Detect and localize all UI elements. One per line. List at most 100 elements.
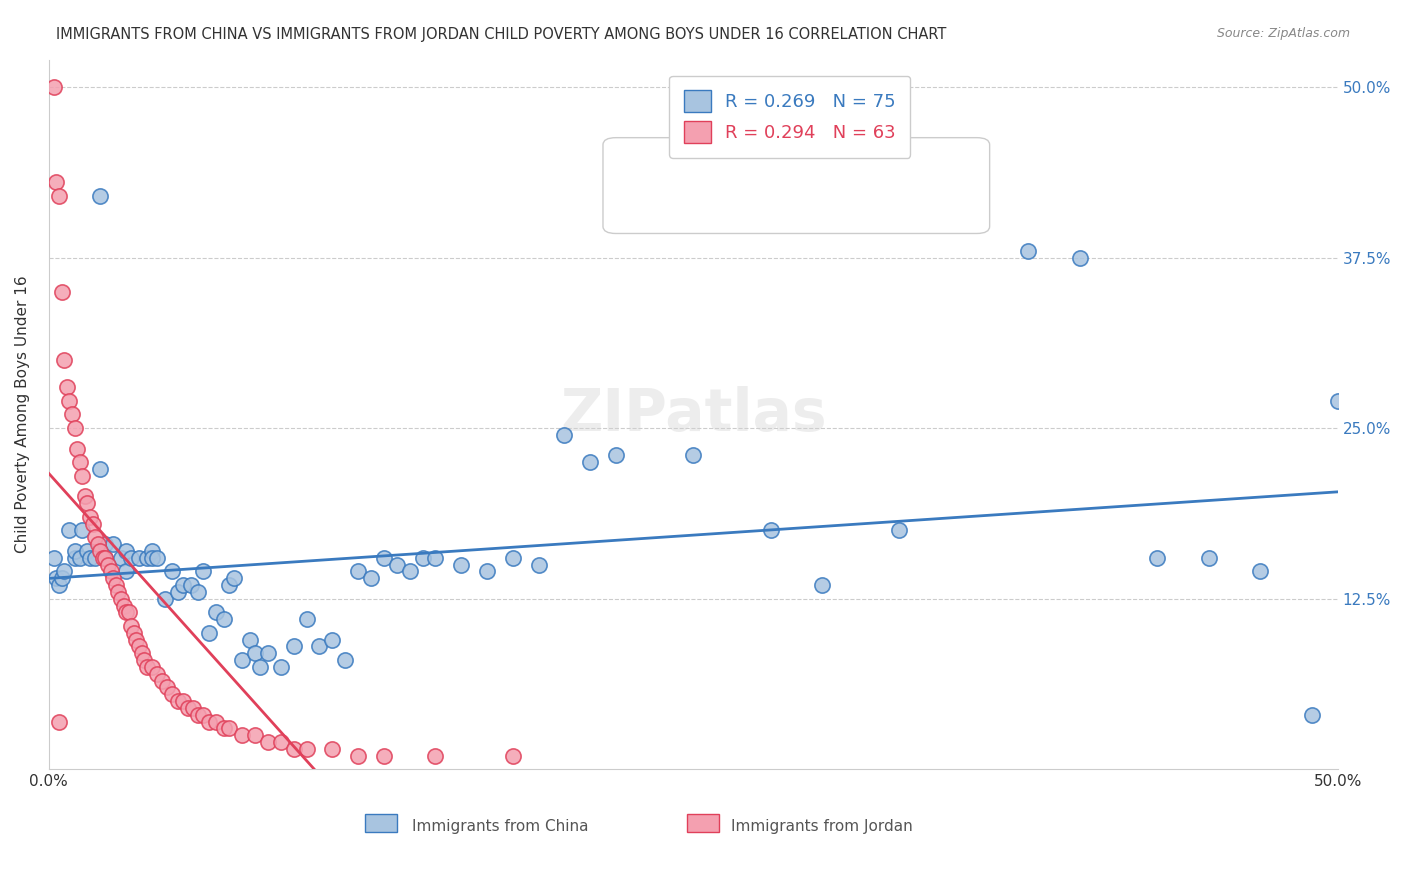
Point: [48, 189, 70, 203]
Point: [53, 565, 76, 579]
Point: [128, 550, 150, 565]
Point: [1146, 550, 1168, 565]
Text: Immigrants from Jordan: Immigrants from Jordan: [731, 819, 912, 834]
Point: [128, 640, 150, 654]
Point: [103, 571, 125, 585]
Point: [63, 550, 86, 565]
Point: [347, 748, 370, 763]
Point: [502, 550, 524, 565]
Point: [150, 673, 173, 688]
Point: [94, 550, 117, 565]
Point: [347, 565, 370, 579]
Point: [605, 449, 627, 463]
Point: [502, 748, 524, 763]
Point: [63, 544, 86, 558]
Text: IMMIGRANTS FROM CHINA VS IMMIGRANTS FROM JORDAN CHILD POVERTY AMONG BOYS UNDER 1: IMMIGRANTS FROM CHINA VS IMMIGRANTS FROM…: [56, 27, 946, 42]
Point: [239, 632, 262, 647]
Point: [308, 640, 330, 654]
Point: [115, 565, 138, 579]
Point: [84, 550, 107, 565]
Point: [135, 660, 157, 674]
FancyBboxPatch shape: [603, 137, 990, 234]
Point: [69, 455, 91, 469]
Point: [58, 524, 80, 538]
Point: [89, 189, 111, 203]
Point: [134, 653, 156, 667]
Point: [115, 606, 138, 620]
Point: [257, 646, 280, 660]
Point: [94, 550, 117, 565]
Point: [87, 537, 110, 551]
Point: [79, 509, 101, 524]
Point: [146, 550, 169, 565]
Point: [89, 462, 111, 476]
Point: [162, 565, 184, 579]
Point: [72, 524, 94, 538]
Point: [425, 550, 447, 565]
Point: [1249, 565, 1271, 579]
Point: [110, 550, 132, 565]
Point: [76, 496, 98, 510]
Point: [48, 714, 70, 729]
Point: [48, 578, 70, 592]
Point: [72, 468, 94, 483]
FancyBboxPatch shape: [686, 814, 718, 831]
Point: [218, 722, 240, 736]
Point: [51, 571, 73, 585]
Point: [1326, 393, 1348, 408]
Point: [94, 537, 117, 551]
Point: [115, 544, 138, 558]
Point: [1198, 550, 1220, 565]
Point: [56, 380, 79, 394]
Point: [172, 578, 194, 592]
Point: [759, 524, 782, 538]
Point: [270, 660, 292, 674]
Point: [97, 558, 120, 572]
Point: [1069, 251, 1091, 265]
Point: [125, 632, 148, 647]
Point: [181, 701, 204, 715]
Point: [249, 660, 271, 674]
Point: [187, 707, 209, 722]
Point: [53, 352, 76, 367]
Point: [579, 455, 602, 469]
Point: [1301, 707, 1323, 722]
Point: [69, 550, 91, 565]
Point: [187, 585, 209, 599]
Point: [63, 421, 86, 435]
Point: [110, 591, 132, 606]
Point: [84, 530, 107, 544]
Point: [156, 681, 179, 695]
Point: [321, 742, 343, 756]
Point: [257, 735, 280, 749]
Text: Source: ZipAtlas.com: Source: ZipAtlas.com: [1216, 27, 1350, 40]
Point: [76, 544, 98, 558]
Point: [89, 544, 111, 558]
Point: [682, 449, 704, 463]
Point: [373, 748, 395, 763]
Point: [385, 558, 408, 572]
Point: [553, 428, 575, 442]
Point: [120, 550, 142, 565]
Point: [243, 728, 266, 742]
FancyBboxPatch shape: [364, 814, 396, 831]
Point: [295, 742, 318, 756]
Point: [335, 653, 357, 667]
Point: [166, 585, 188, 599]
Point: [360, 571, 382, 585]
Point: [45, 571, 67, 585]
Point: [321, 632, 343, 647]
Y-axis label: Child Poverty Among Boys Under 16: Child Poverty Among Boys Under 16: [15, 276, 30, 553]
Point: [51, 285, 73, 299]
Point: [193, 565, 215, 579]
Point: [60, 408, 83, 422]
Point: [153, 591, 176, 606]
Point: [100, 565, 122, 579]
Legend: R = 0.269   N = 75, R = 0.294   N = 63: R = 0.269 N = 75, R = 0.294 N = 63: [669, 76, 910, 158]
Point: [283, 640, 305, 654]
Point: [197, 625, 219, 640]
Point: [811, 578, 834, 592]
Point: [45, 176, 67, 190]
Text: ZIPatlas: ZIPatlas: [560, 386, 827, 443]
Point: [141, 544, 163, 558]
